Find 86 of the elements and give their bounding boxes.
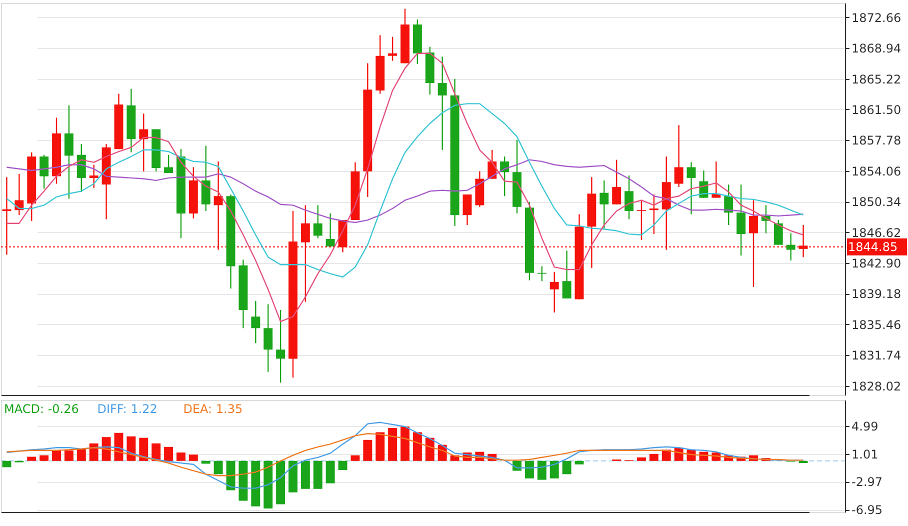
bar [201,460,210,464]
candlestick [462,194,472,226]
candlestick [164,154,174,174]
candlestick [251,300,260,344]
candlestick [600,180,609,229]
bar [363,440,372,461]
bar [400,426,410,461]
candlestick [612,159,622,205]
y-tick-label: 1872.66 [852,10,902,25]
bar [164,446,174,461]
line-series [6,52,804,322]
bar [176,452,186,461]
bar [76,449,86,461]
bar [537,460,546,480]
candlestick [276,309,286,384]
candlestick [264,304,273,372]
bar [27,456,36,461]
text: DIFF: 1.22 [97,402,158,416]
candlestick [774,219,783,246]
candlestick [326,212,335,248]
y-tick-label: 4.99 [852,419,878,434]
y-tick-label: 1868.94 [852,42,902,56]
bar [52,450,61,461]
y-tick-label: 1861.50 [852,102,902,117]
y-tick-label: 1.01 [852,447,878,462]
bar [102,437,111,461]
bar [139,438,148,461]
y-tick-label: 1865.22 [852,72,902,86]
bar [524,460,534,478]
bar [300,460,310,489]
bar [2,460,12,468]
bar [636,457,646,461]
y-tick-label: 1846.62 [852,226,902,240]
candlestick [674,124,684,188]
bar [376,432,385,461]
y-tick-label: 1831.74 [852,348,902,363]
candlestick [550,271,559,314]
candlestick [736,184,746,256]
bar [338,460,348,470]
bar [40,455,49,461]
candlestick [40,154,49,190]
bar [574,460,584,464]
line-series [6,433,804,476]
bar [89,443,98,461]
ref-line-label: 1844.85 [848,240,898,254]
candlestick [438,56,447,150]
bar [238,460,248,501]
candlestick [649,194,658,235]
bar [313,460,322,489]
y-tick-label: 1842.90 [852,256,902,270]
candlestick [201,145,210,212]
y-tick-label: 1835.46 [852,318,902,332]
candlestick [313,204,322,239]
bar [562,460,572,474]
y-tick-label: -2.97 [852,475,883,490]
candlestick [624,174,634,220]
bar [662,450,671,461]
bar [188,454,198,461]
bar [276,460,286,504]
bar [251,460,260,506]
bar [264,460,273,508]
y-tick-label: 1854.06 [852,164,902,178]
candlestick [686,162,696,215]
bar [64,450,74,461]
bar [412,432,422,461]
candlestick [388,36,398,62]
bar [326,460,335,484]
candlestick [636,200,646,240]
candlestick [64,104,74,200]
y-tick-label: 1839.18 [852,287,902,302]
y-tick-label: 1850.34 [852,195,902,210]
text: MACD: -0.26 [4,402,79,416]
y-tick-label: -6.95 [852,503,883,518]
bar [214,460,223,474]
y-tick-label: 1828.02 [852,379,902,394]
y-tick-label: 1857.78 [852,134,902,148]
candlestick [786,232,796,262]
bar [350,455,360,461]
line-series [6,103,804,278]
bar [550,460,559,478]
bar [388,428,398,461]
text: DEA: 1.35 [183,402,243,416]
bar [288,460,298,492]
candlestick [89,164,98,188]
bar [649,454,658,461]
candlestick [562,250,572,300]
